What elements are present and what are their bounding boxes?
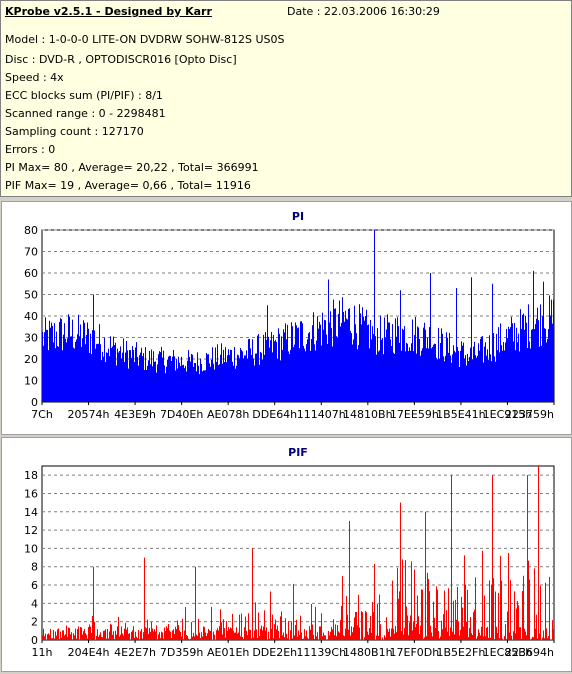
pi-y-tick-label: 20 <box>24 353 38 366</box>
info-line-pif: PIF Max= 19 , Average= 0,66 , Total= 119… <box>5 179 251 192</box>
pif-x-tick-label: 204E4h <box>68 646 110 659</box>
pi-chart-title: PI <box>292 210 304 223</box>
pi-y-tick-label: 50 <box>24 289 38 302</box>
pif-x-tick-label: 1B5E2Fh <box>437 646 486 659</box>
scan-date: Date : 22.03.2006 16:30:29 <box>287 5 440 18</box>
pi-x-tick-label: 223759h <box>505 408 554 421</box>
pif-x-tick-label: 1EC85Eh <box>483 646 533 659</box>
info-line-disc: Disc : DVD-R , OPTODISCR016 [Opto Disc] <box>5 53 237 66</box>
info-line-errors: Errors : 0 <box>5 143 56 156</box>
pif-y-tick-label: 14 <box>24 506 38 519</box>
pif-y-tick-label: 12 <box>24 524 38 537</box>
pi-y-tick-label: 70 <box>24 246 38 259</box>
pi-x-tick-label: 20574h <box>68 408 110 421</box>
pi-x-tick-label: 111407h <box>297 408 346 421</box>
pif-y-tick-label: 6 <box>31 579 38 592</box>
pi-x-tick-label: 4E3E9h <box>114 408 156 421</box>
info-line-model: Model : 1-0-0-0 LITE-ON DVDRW SOHW-812S … <box>5 33 285 46</box>
pif-y-tick-label: 16 <box>24 487 38 500</box>
pi-y-tick-label: 30 <box>24 332 38 345</box>
pi-y-tick-label: 10 <box>24 375 38 388</box>
pif-y-tick-label: 0 <box>31 634 38 647</box>
info-line-pi: PI Max= 80 , Average= 20,22 , Total= 366… <box>5 161 259 174</box>
pi-x-tick-label: DDE64h <box>252 408 297 421</box>
pif-x-tick-label: 11h <box>32 646 53 659</box>
pif-x-tick-label: 223694h <box>505 646 554 659</box>
pif-chart: PIF 0 2 4 6 8 10 12 14 16 18 11h 204E4h 4E2E7h 7D359h A… <box>24 446 555 659</box>
info-line-ecc: ECC blocks sum (PI/PIF) : 8/1 <box>5 89 163 102</box>
pif-plot-frame <box>41 465 555 641</box>
pi-y-tick-label: 40 <box>24 310 38 323</box>
pif-x-tick-label: DDE2Eh <box>252 646 297 659</box>
pif-y-tick-label: 18 <box>24 469 38 482</box>
pif-x-tick-label: 7D359h <box>160 646 203 659</box>
pif-y-tick-label: 2 <box>31 616 38 629</box>
pif-x-tick-label: AE01Eh <box>207 646 249 659</box>
pi-x-tick-label: 7Ch <box>31 408 53 421</box>
pif-chart-panel: PIF 0 2 4 6 8 10 12 14 16 18 11h 204E4h 4E2E7h 7D359h A… <box>1 437 572 672</box>
info-line-speed: Speed : 4x <box>5 71 64 84</box>
pif-x-tick-label: 17EF0Dh <box>390 646 440 659</box>
pi-x-tick-label: 14810Bh <box>343 408 393 421</box>
pi-x-tick-label: 1B5E41h <box>436 408 485 421</box>
info-line-sampling: Sampling count : 127170 <box>5 125 144 138</box>
pif-y-tick-label: 8 <box>31 561 38 574</box>
pi-x-tick-label: 17EE59h <box>390 408 439 421</box>
pi-chart-panel: PI 0 10 20 30 40 50 60 70 80 7Ch 20574h 4E3E9h 7D40Eh… <box>1 201 572 435</box>
app-title: KProbe v2.5.1 - Designed by Karr <box>5 5 212 18</box>
pif-chart-title: PIF <box>288 446 308 459</box>
pif-x-tick-label: 4E2E7h <box>114 646 156 659</box>
pi-x-tick-label: AE078h <box>207 408 249 421</box>
pif-y-tick-label: 4 <box>31 597 38 610</box>
pi-y-tick-label: 60 <box>24 267 38 280</box>
pif-x-tick-label: 1480B1h <box>343 646 393 659</box>
pi-chart: PI 0 10 20 30 40 50 60 70 80 7Ch 20574h 4E3E9h 7D40Eh… <box>24 210 555 421</box>
pi-y-tick-label: 80 <box>24 224 38 237</box>
info-panel: KProbe v2.5.1 - Designed by Karr Date : … <box>0 0 572 197</box>
pi-x-tick-label: 7D40Eh <box>160 408 203 421</box>
info-line-range: Scanned range : 0 - 2298481 <box>5 107 166 120</box>
pif-x-tick-label: 11139Ch <box>296 646 346 659</box>
pi-x-tick-label: 1EC915h <box>483 408 533 421</box>
pi-y-tick-label: 0 <box>31 396 38 409</box>
pif-y-tick-label: 10 <box>24 542 38 555</box>
